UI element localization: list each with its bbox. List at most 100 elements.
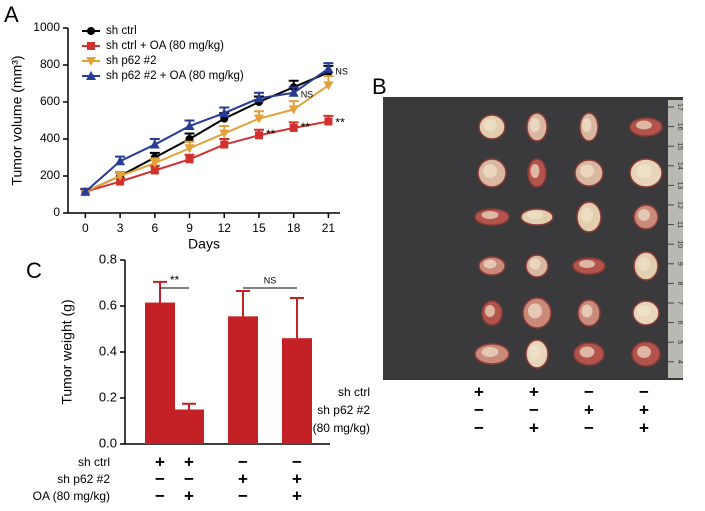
condition-sign: + [474,382,484,401]
condition-sign: + [639,418,649,437]
marker [116,177,125,186]
marker [150,166,159,175]
y-tick-label: 0.0 [99,435,117,450]
ruler-label: 8 [676,281,683,285]
marker [149,159,160,169]
condition-sign: + [292,469,302,488]
panel-label: B [372,74,387,99]
ruler-label: 16 [676,123,683,131]
tumor-highlight [638,209,650,221]
legend-label: sh ctrl [106,25,137,37]
tumor-highlight [483,259,497,269]
x-tick-label: 12 [218,221,232,235]
x-tick-label: 9 [186,221,193,235]
marker [219,129,230,139]
condition-label: sh ctrl [78,455,110,469]
y-tick-label: 0.2 [99,389,117,404]
condition-sign: − [238,486,248,505]
annotation: ** [335,115,345,129]
marker [184,121,195,131]
annotation: ** [266,127,276,141]
marker [149,139,160,149]
series-line [85,120,329,193]
tumor-highlight [530,118,540,132]
tumor-highlight [580,164,594,178]
condition-sign: − [474,400,484,419]
condition-sign: + [584,400,594,419]
tumor-highlight [579,260,595,268]
marker [288,105,299,115]
x-tick-label: 0 [82,221,89,235]
marker [323,63,334,73]
tumor-highlight [581,207,593,223]
tumor-highlight [530,164,540,178]
tumor-highlight [529,345,541,359]
ruler-label: 5 [676,340,683,344]
marker [86,57,96,66]
tumor-highlight [636,120,652,130]
tumor-highlight [581,304,593,318]
legend-label: sh p62 #2 + OA (80 mg/kg) [106,70,244,82]
tumor-highlight [529,258,541,270]
photo-background [383,97,683,380]
ruler [668,100,683,378]
condition-sign: − [639,382,649,401]
annotation: NS [335,66,348,76]
condition-sign: + [155,452,165,471]
condition-sign: − [584,382,594,401]
panel-label: C [26,258,42,283]
tumor-highlight [638,257,650,271]
annotation: NS [301,89,314,99]
marker [254,131,263,140]
ruler-label: 11 [676,221,683,228]
y-tick-label: 0.4 [99,343,117,358]
tumor-highlight [636,164,652,178]
marker [115,156,126,166]
condition-label: OA (80 mg/kg) [33,489,110,503]
x-tick-label: 3 [117,221,124,235]
error-bar [236,290,250,317]
error-bar [153,280,167,303]
marker [220,140,229,149]
bar [228,316,258,444]
ruler-label: 12 [676,201,683,209]
photo [383,97,683,380]
y-tick-label: 600 [40,94,60,108]
condition-sign: + [529,382,539,401]
tumor-highlight [481,211,499,219]
x-tick-label: 6 [151,221,158,235]
significance-label: ** [170,273,180,287]
marker [115,172,126,181]
ruler-label: 13 [676,182,683,190]
condition-sign: + [529,418,539,437]
y-tick-label: 1000 [33,20,60,34]
tumor-highlight [528,303,542,319]
condition-sign: − [529,400,539,419]
tumor-highlight [637,346,651,358]
y-tick-label: 0.8 [99,251,117,266]
marker [80,186,91,196]
marker [323,81,334,91]
condition-label: sh ctrl [338,385,370,399]
y-tick-label: 0.6 [99,297,117,312]
error-bar [290,296,304,339]
error-bar [182,402,196,410]
ruler-label: 10 [676,240,683,248]
series-line [84,67,329,193]
y-axis-title: Tumor weight (g) [59,299,75,404]
y-tick-label: 800 [40,57,60,71]
condition-sign: + [238,469,248,488]
tumor-highlight [481,347,499,357]
condition-sign: − [238,452,248,471]
condition-sign: + [639,400,649,419]
tumor-highlight [579,346,595,358]
series-line [84,84,329,193]
marker [184,144,195,154]
condition-sign: − [584,418,594,437]
y-tick-label: 200 [40,168,60,182]
y-tick-label: 0 [53,205,60,219]
marker [289,123,298,132]
annotation: ** [301,120,311,134]
condition-label: sh p62 #2 [57,472,110,486]
